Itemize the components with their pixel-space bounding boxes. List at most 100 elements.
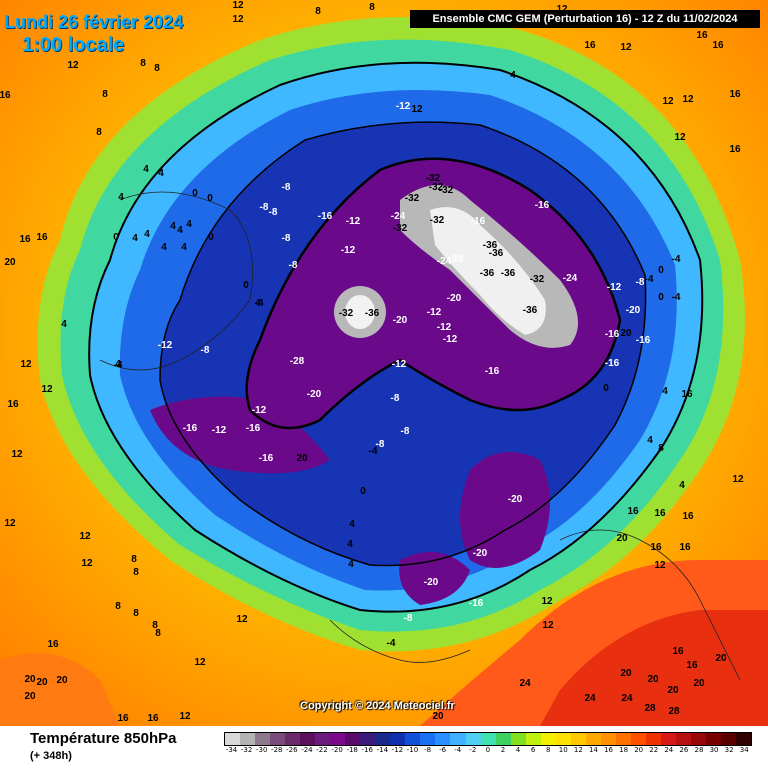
legend-tick-label: 34 [739,746,749,754]
isotherm-label: 12 [674,132,686,143]
legend-swatch [525,733,541,745]
isotherm-label: -16 [535,200,550,211]
legend-swatch [736,733,752,745]
isotherm-label: 8 [155,628,161,639]
legend-swatch [645,733,661,745]
isotherm-labels: 1212881216121616128816841212168121644004… [0,0,744,724]
isotherm-label: 16 [7,399,19,410]
isotherm-label: -32 [439,185,454,196]
isotherm-label: 8 [96,127,102,138]
isotherm-label: 16 [654,508,666,519]
isotherm-label: 16 [679,542,691,553]
isotherm-label: 16 [712,40,724,51]
isotherm-label: 16 [147,713,159,724]
isotherm-label: -20 [447,293,462,304]
isotherm-label: 16 [117,713,129,724]
isotherm-label: -4 [672,292,681,303]
legend-tick-label: -16 [361,746,373,754]
isotherm-label: 12 [79,531,91,542]
isotherm-label: -12 [158,340,173,351]
legend-tick-label: 4 [515,746,521,754]
copyright-text: Copyright © 2024 Meteociel.fr [300,700,455,712]
isotherm-label: -20 [508,494,523,505]
color-legend: -34 -32 -30 -28 -26 -24 -22 -20 -18 -16 -14 -12 -10-… [224,732,752,754]
isotherm-label: 4 [662,386,668,397]
isotherm-label: 4 [115,359,121,370]
legend-swatch [585,733,601,745]
isotherm-label: 12 [232,14,244,25]
isotherm-label: 16 [36,232,48,243]
legend-tick-label: 28 [694,746,704,754]
isotherm-label: 4 [679,480,685,491]
isotherm-label: 12 [194,657,206,668]
legend-swatch [300,733,316,745]
legend-swatch [675,733,691,745]
isotherm-label: -32 [405,193,420,204]
isotherm-label: -12 [437,322,452,333]
legend-tick-label: -34 [225,746,238,754]
legend-swatch [495,733,511,745]
isotherm-label: -12 [252,405,267,416]
legend-tick-label: 30 [709,746,719,754]
legend-swatch [345,733,361,745]
isotherm-label: -32 [339,308,354,319]
isotherm-label: 8 [102,89,108,100]
isotherm-label: 12 [411,104,423,115]
legend-tick-label: -6 [439,746,447,754]
footer-bar: Température 850hPa (+ 348h) -34 -32 -30 -28… [0,726,768,768]
isotherm-label: -4 [114,360,123,371]
legend-swatch [255,733,271,745]
legend-tick-label: 0 [485,746,491,754]
isotherm-label: 16 [650,542,662,553]
isotherm-label: -12 [341,245,356,256]
legend-swatch [721,733,737,745]
isotherm-label: -16 [183,423,198,434]
isotherm-label: -16 [318,211,333,222]
isotherm-label: 4 [118,192,124,203]
isotherm-label: -20 [307,389,322,400]
isotherm-label: 12 [556,4,568,15]
legend-tick-label: 32 [724,746,734,754]
lead-time-label: (+ 348h) [30,750,72,762]
legend-swatch [435,733,451,745]
legend-swatch [420,733,436,745]
isotherm-label: 16 [681,389,693,400]
isotherm-label: 12 [81,558,93,569]
isotherm-label: 12 [732,474,744,485]
isotherm-label: 16 [19,234,31,245]
isotherm-label: -12 [396,101,411,112]
isotherm-label: 20 [432,711,444,722]
legend-tick-label: 6 [530,746,536,754]
legend-tick-label: 8 [545,746,551,754]
isotherm-label: 4 [186,219,192,230]
local-time-title: 1:00 locale [22,34,125,56]
isotherm-label: 0 [243,280,249,291]
legend-swatch [480,733,496,745]
isotherm-label: 20 [296,453,308,464]
legend-tick-label: -24 [301,746,313,754]
isotherm-label: 20 [620,668,632,679]
legend-tick-labels: -34 -32 -30 -28 -26 -24 -22 -20 -18 -16 -14 -12 -10-… [224,746,752,754]
legend-tick-label: -20 [331,746,343,754]
legend-swatch [405,733,421,745]
isotherm-label: 20 [24,691,36,702]
isotherm-label: -8 [289,260,298,271]
isotherm-label: 12 [20,359,32,370]
legend-tick-label: -10 [406,746,419,754]
isotherm-label: 4 [177,225,183,236]
isotherm-label: -4 [255,298,264,309]
isotherm-label: 12 [4,518,16,529]
legend-tick-label: 16 [604,746,613,754]
isotherm-label: -20 [626,305,641,316]
isotherm-label: 12 [41,384,53,395]
isotherm-label: 12 [236,614,248,625]
isotherm-label: 12 [682,94,694,105]
isotherm-label: 12 [11,449,23,460]
isotherm-label: 0 [658,292,664,303]
legend-swatch [465,733,481,745]
isotherm-label: -16 [605,358,620,369]
legend-tick-label: -8 [424,746,432,754]
isotherm-label: 20 [24,674,36,685]
isotherm-label: -28 [449,254,464,265]
forecast-date-title: Lundi 26 février 2024 [4,12,184,32]
